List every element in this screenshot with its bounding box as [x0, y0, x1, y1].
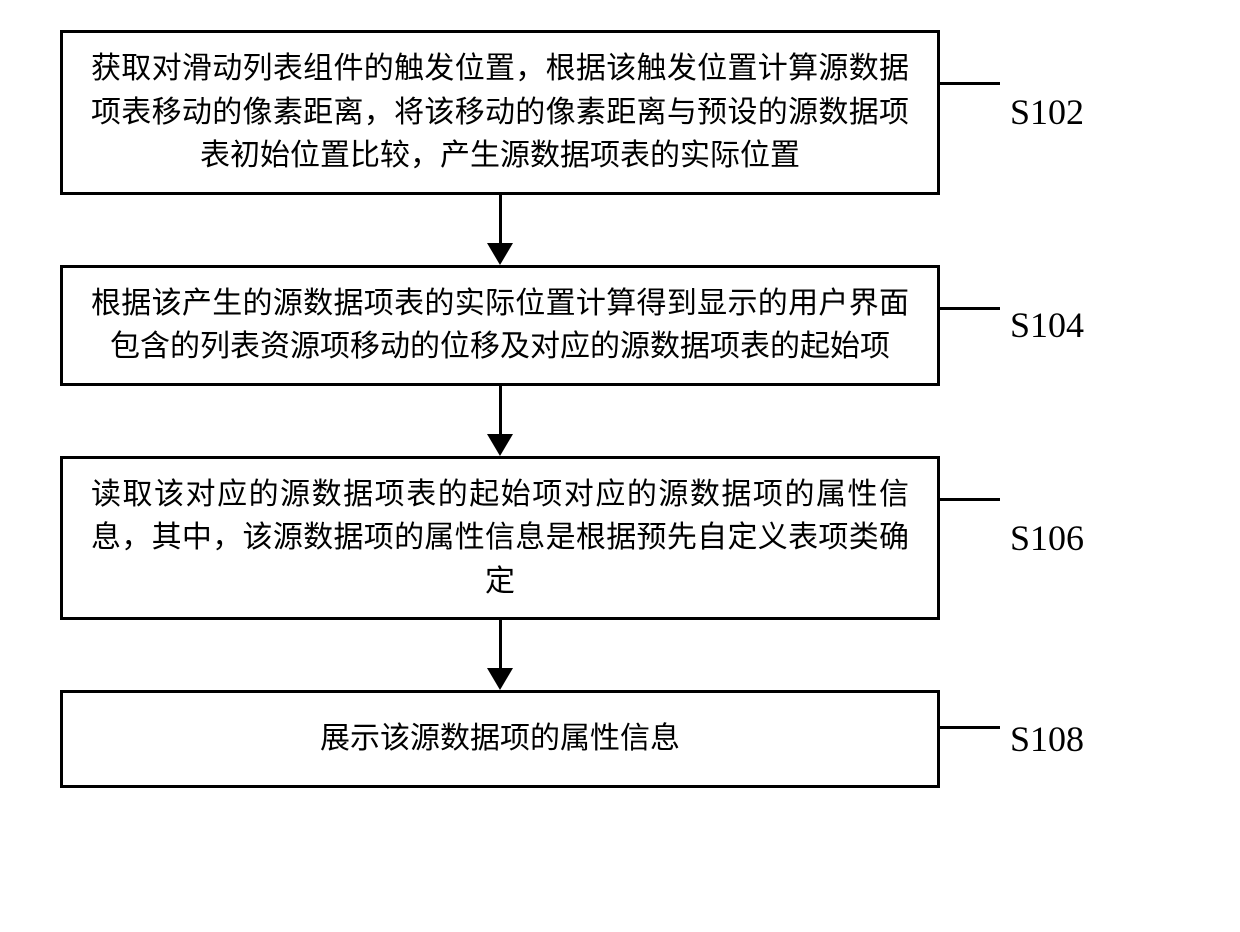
step-box-s104: 根据该产生的源数据项表的实际位置计算得到显示的用户界面包含的列表资源项移动的位移…	[60, 265, 940, 386]
step-label: S104	[1010, 304, 1084, 346]
flow-arrow	[60, 195, 940, 265]
flow-arrow	[60, 620, 940, 690]
arrow-line	[499, 195, 502, 247]
step-label: S102	[1010, 91, 1084, 133]
arrow-head-icon	[487, 434, 513, 456]
flow-arrow	[60, 386, 940, 456]
arrow-head-icon	[487, 668, 513, 690]
arrow-line	[499, 620, 502, 672]
connector-line	[940, 498, 1000, 501]
arrow-line	[499, 386, 502, 438]
connector-line	[940, 726, 1000, 729]
connector-line	[940, 82, 1000, 85]
step-box-s102: 获取对滑动列表组件的触发位置，根据该触发位置计算源数据项表移动的像素距离，将该移…	[60, 30, 940, 195]
step-text: 获取对滑动列表组件的触发位置，根据该触发位置计算源数据项表移动的像素距离，将该移…	[91, 52, 909, 172]
flowchart-step: 根据该产生的源数据项表的实际位置计算得到显示的用户界面包含的列表资源项移动的位移…	[60, 265, 1180, 386]
flowchart-container: 获取对滑动列表组件的触发位置，根据该触发位置计算源数据项表移动的像素距离，将该移…	[60, 30, 1180, 788]
step-text: 展示该源数据项的属性信息	[320, 722, 680, 755]
flowchart-step: 读取该对应的源数据项表的起始项对应的源数据项的属性信息，其中，该源数据项的属性信…	[60, 456, 1180, 621]
step-label: S108	[1010, 718, 1084, 760]
step-text: 读取该对应的源数据项表的起始项对应的源数据项的属性信息，其中，该源数据项的属性信…	[91, 478, 909, 598]
step-label: S106	[1010, 517, 1084, 559]
flowchart-step: 获取对滑动列表组件的触发位置，根据该触发位置计算源数据项表移动的像素距离，将该移…	[60, 30, 1180, 195]
step-text: 根据该产生的源数据项表的实际位置计算得到显示的用户界面包含的列表资源项移动的位移…	[91, 287, 909, 364]
arrow-head-icon	[487, 243, 513, 265]
flowchart-step: 展示该源数据项的属性信息 S108	[60, 690, 1180, 788]
connector-line	[940, 307, 1000, 310]
step-box-s106: 读取该对应的源数据项表的起始项对应的源数据项的属性信息，其中，该源数据项的属性信…	[60, 456, 940, 621]
step-box-s108: 展示该源数据项的属性信息	[60, 690, 940, 788]
